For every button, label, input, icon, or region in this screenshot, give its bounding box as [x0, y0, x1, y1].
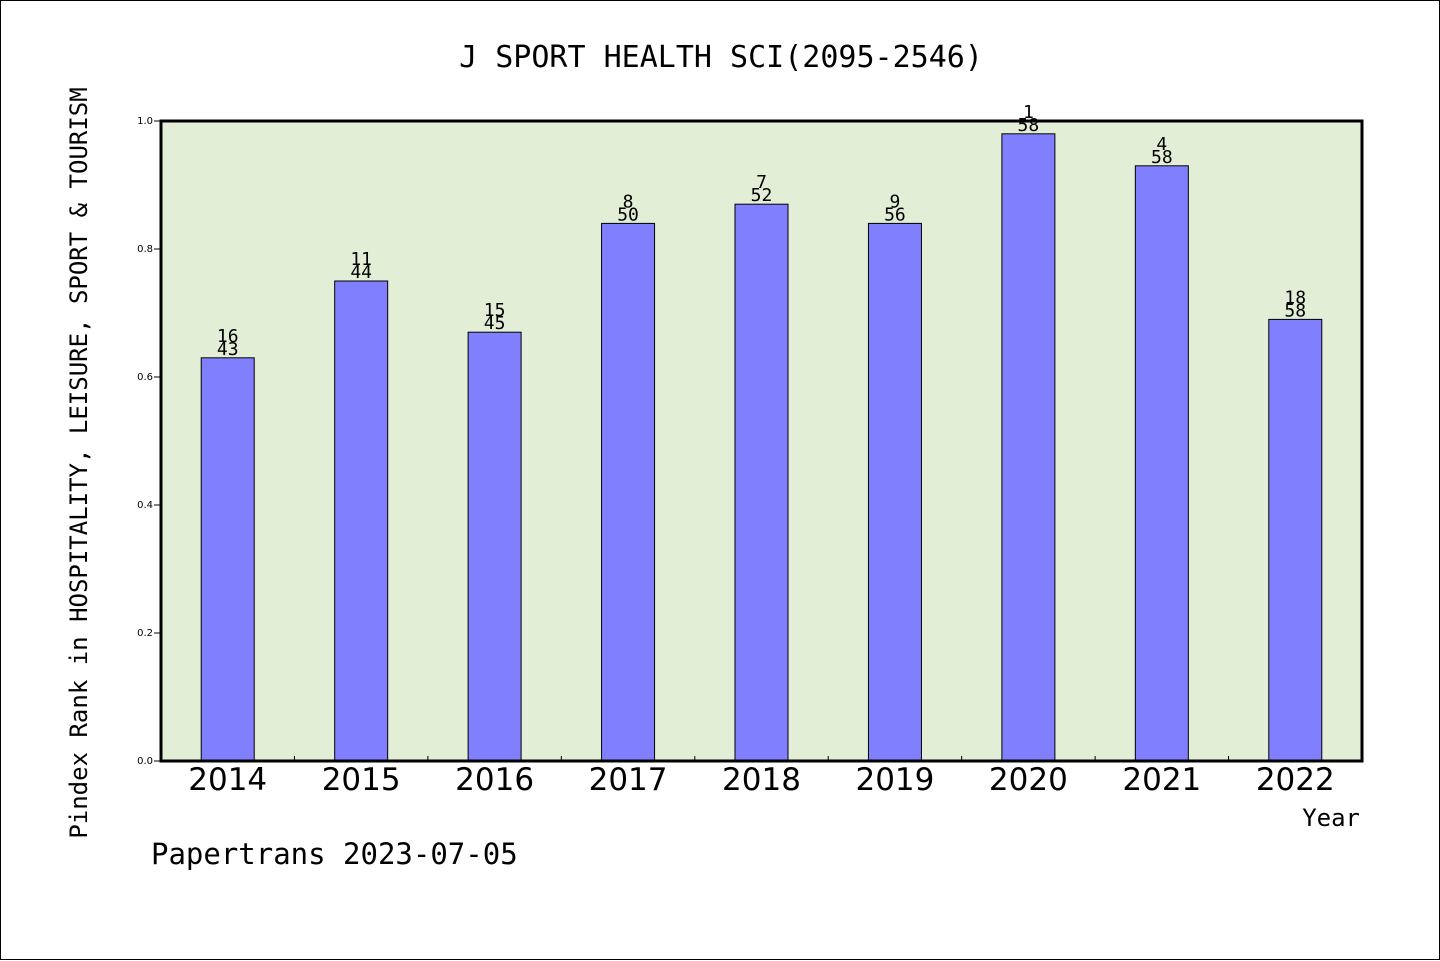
bar-2018: [734, 203, 789, 762]
bar-label-top-2019: 9: [890, 191, 901, 212]
y-tick-label: 0.0: [137, 756, 153, 767]
bar-label-bottom-2014: 43: [217, 339, 239, 360]
bar-label-top-2022: 18: [1284, 287, 1306, 308]
y-tick-label: 1.0: [137, 116, 153, 127]
x-tick-label-2021: 2021: [1122, 762, 1201, 798]
bar-label-bottom-2016: 45: [484, 313, 506, 334]
x-axis-label: Year: [1302, 804, 1360, 832]
bar-label-top-2015: 11: [350, 249, 372, 270]
bar-label-top-2018: 7: [756, 172, 767, 193]
bar-label-bottom-2015: 44: [350, 262, 372, 283]
y-tick-label: 0.6: [137, 372, 153, 383]
bar-label-top-2021: 4: [1156, 134, 1167, 155]
x-tick-label-2016: 2016: [455, 762, 534, 798]
bar-2017: [601, 222, 656, 762]
plot-border: [159, 119, 1364, 763]
bar-label-top-2014: 16: [217, 326, 239, 347]
bar-label-bottom-2021: 58: [1151, 147, 1173, 168]
x-tick-label-2014: 2014: [188, 762, 267, 798]
bar-label-bottom-2020: 58: [1018, 115, 1040, 136]
bar-2016: [467, 331, 522, 762]
bar-2022: [1268, 318, 1323, 762]
bars-layer: [200, 133, 1323, 762]
bar-label-top-2020: 1: [1023, 102, 1034, 123]
bar-2021: [1134, 165, 1189, 762]
bar-label-bottom-2018: 52: [751, 185, 773, 206]
chart-title: J SPORT HEALTH SCI(2095-2546): [459, 40, 983, 75]
y-tick-label: 0.4: [137, 500, 153, 511]
x-tick-label-2020: 2020: [989, 762, 1068, 798]
x-tick-label-2022: 2022: [1256, 762, 1335, 798]
bar-label-top-2017: 8: [623, 191, 634, 212]
bar-label-bottom-2017: 50: [617, 204, 639, 225]
bar-label-bottom-2019: 56: [884, 204, 906, 225]
y-axis-label: Pindex Rank in HOSPITALITY, LEISURE, SPO…: [65, 87, 93, 838]
y-ticks-layer: 0.0 0.2 0.4 0.6 0.8 1.0: [137, 116, 161, 767]
bar-2019: [867, 222, 922, 762]
y-tick-label: 0.2: [137, 628, 153, 639]
bar-2014: [200, 357, 255, 762]
x-tick-label-2018: 2018: [722, 762, 801, 798]
footer-credit: Papertrans 2023-07-05: [151, 837, 518, 871]
x-tick-label-2017: 2017: [589, 762, 668, 798]
bar-label-top-2016: 15: [484, 300, 506, 321]
x-tick-label-2015: 2015: [322, 762, 401, 798]
x-tick-label-2019: 2019: [855, 762, 934, 798]
bar-2015: [334, 280, 389, 762]
bar-label-bottom-2022: 58: [1284, 300, 1306, 321]
bar-2020: [1001, 133, 1056, 762]
y-tick-label: 0.8: [137, 244, 153, 255]
x-ticks-layer: 2014 2015 2016 2017 2018 2019 2020 2021 2022: [188, 756, 1335, 798]
